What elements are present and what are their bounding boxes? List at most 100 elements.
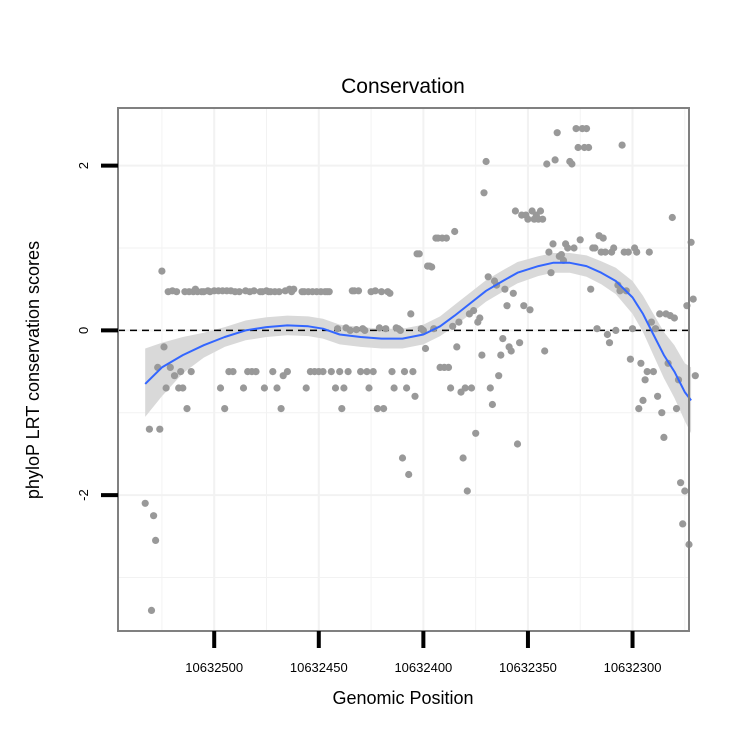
data-point [495, 372, 503, 380]
data-point [482, 157, 490, 166]
data-point [618, 141, 626, 149]
data-point [183, 405, 191, 413]
data-point [411, 392, 419, 400]
data-point [536, 207, 545, 215]
smooth-trend-line [144, 261, 692, 402]
data-point [340, 384, 348, 392]
chart-title: Conservation [341, 75, 465, 98]
data-point [400, 368, 409, 376]
data-point [455, 318, 463, 326]
data-point [480, 189, 488, 197]
data-point [568, 160, 576, 168]
data-point [156, 425, 164, 433]
data-point [603, 330, 612, 339]
data-point [654, 392, 662, 400]
data-point [509, 289, 517, 297]
data-point [656, 310, 664, 318]
data-point [467, 384, 476, 392]
data-point [484, 273, 492, 281]
data-point [677, 479, 685, 487]
data-point [221, 405, 229, 413]
data-point [390, 384, 398, 392]
data-point [643, 368, 651, 376]
data-point [524, 215, 532, 223]
data-point [419, 326, 427, 334]
data-point [545, 248, 553, 256]
data-point [277, 405, 285, 413]
data-point [641, 376, 649, 384]
data-point [501, 285, 509, 293]
data-point [459, 454, 467, 462]
data-point [543, 160, 551, 168]
data-point [386, 289, 394, 297]
data-point [585, 143, 593, 152]
data-point [352, 326, 360, 334]
data-point [150, 512, 158, 520]
data-point [275, 288, 283, 296]
x-tick-label: 10632450 [290, 660, 348, 675]
data-point [651, 325, 660, 333]
data-point [187, 368, 195, 376]
data-point [354, 287, 363, 295]
data-point [614, 281, 622, 289]
data-point [645, 248, 653, 256]
data-point [162, 384, 170, 392]
data-point [679, 520, 687, 528]
data-point [338, 405, 346, 413]
data-point [141, 499, 149, 507]
data-point [476, 314, 484, 322]
data-point [179, 384, 187, 392]
data-point [672, 405, 681, 413]
data-point [689, 295, 697, 303]
confidence-band-area [145, 253, 692, 434]
data-point [639, 396, 647, 404]
data-point [403, 384, 411, 392]
x-tick-label: 10632350 [499, 660, 557, 675]
data-point [290, 285, 298, 293]
data-point [516, 339, 524, 347]
data-point [451, 227, 459, 236]
data-point [407, 310, 415, 318]
data-point [377, 288, 386, 296]
data-point [388, 368, 396, 376]
data-point [177, 368, 185, 376]
data-point [327, 368, 335, 376]
data-point [380, 405, 388, 413]
data-point [235, 288, 243, 296]
data-point [216, 384, 225, 392]
data-point [442, 234, 450, 242]
data-point [160, 343, 168, 351]
data-point [582, 125, 591, 133]
data-point [478, 351, 486, 359]
x-axis: 10632500 10632450 10632400 10632350 10632300 [185, 631, 661, 675]
data-point [520, 302, 528, 310]
data-point [553, 129, 561, 137]
data-point [373, 405, 381, 413]
data-point [421, 344, 430, 353]
data-point [647, 318, 656, 326]
y-axis: -2 0 2 [76, 162, 118, 501]
data-point [166, 363, 174, 371]
data-point [601, 248, 609, 256]
data-point [319, 368, 327, 376]
data-point [507, 347, 515, 355]
data-point [463, 487, 471, 495]
data-point [612, 326, 620, 334]
data-point [570, 244, 578, 252]
data-point [488, 400, 496, 409]
data-point [344, 368, 352, 376]
data-point [365, 384, 373, 392]
data-point [260, 384, 268, 392]
data-point [250, 287, 258, 295]
data-point [541, 347, 549, 355]
data-point [599, 234, 607, 242]
data-point [375, 324, 383, 332]
data-point [361, 326, 369, 334]
data-point [691, 372, 699, 380]
data-point [557, 251, 566, 259]
data-point [513, 440, 522, 448]
data-point [173, 288, 181, 296]
data-point [551, 156, 559, 164]
data-point [574, 143, 582, 152]
data-point [382, 325, 390, 333]
